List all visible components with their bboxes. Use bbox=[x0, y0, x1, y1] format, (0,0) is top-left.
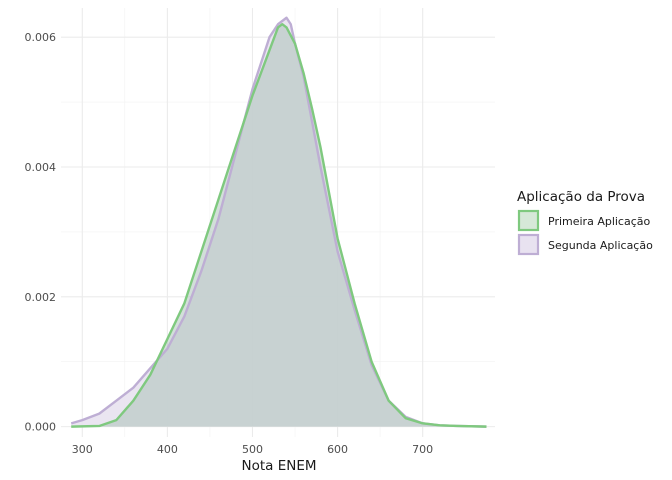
density-line-primeira bbox=[71, 23, 487, 428]
density-areas bbox=[71, 17, 487, 427]
x-tick-label: 700 bbox=[412, 443, 433, 456]
legend-key-segunda bbox=[517, 233, 540, 256]
y-axis-ticks: 0.000 0.002 0.004 0.006 bbox=[25, 31, 57, 433]
legend-key-primeira bbox=[517, 209, 540, 232]
x-tick-label: 300 bbox=[72, 443, 93, 456]
density-area-primeira bbox=[71, 24, 487, 427]
x-tick-label: 600 bbox=[327, 443, 348, 456]
legend-label-primeira: Primeira Aplicação bbox=[548, 215, 651, 228]
legend-label-segunda: Segunda Aplicação bbox=[548, 239, 653, 252]
x-axis-ticks: 300 400 500 600 700 bbox=[72, 443, 433, 456]
y-tick-label: 0.004 bbox=[25, 161, 57, 174]
density-lines bbox=[70, 16, 487, 428]
y-tick-label: 0.000 bbox=[25, 421, 57, 434]
x-tick-label: 400 bbox=[157, 443, 178, 456]
legend: Aplicação da Prova Primeira Aplicação Se… bbox=[517, 189, 653, 256]
y-tick-label: 0.002 bbox=[25, 291, 57, 304]
x-axis-title: Nota ENEM bbox=[241, 458, 316, 474]
legend-title: Aplicação da Prova bbox=[517, 189, 645, 205]
y-tick-label: 0.006 bbox=[25, 31, 57, 44]
x-tick-label: 500 bbox=[242, 443, 263, 456]
